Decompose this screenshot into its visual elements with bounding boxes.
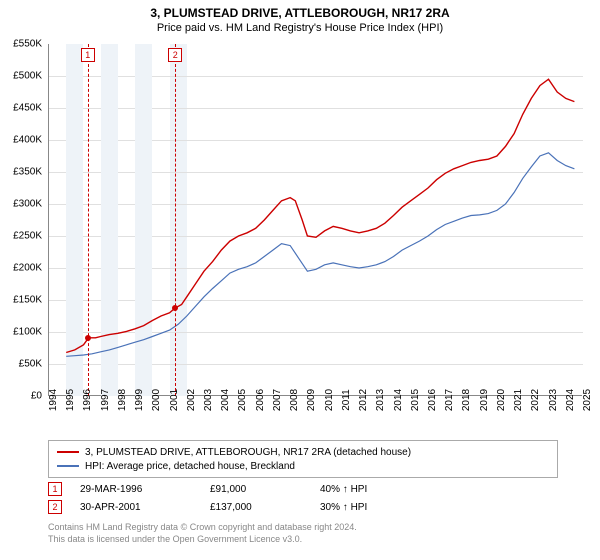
y-axis-label: £0 bbox=[31, 391, 42, 402]
sale-index-box: 2 bbox=[48, 500, 62, 514]
x-axis-label: 2009 bbox=[306, 389, 317, 411]
x-axis-label: 2021 bbox=[513, 389, 524, 411]
x-axis-label: 2001 bbox=[169, 389, 180, 411]
legend-swatch-price-paid bbox=[57, 451, 79, 453]
sale-row-2: 2 30-APR-2001 £137,000 30% ↑ HPI bbox=[48, 498, 420, 516]
y-axis-label: £300K bbox=[13, 199, 42, 210]
sale-marker-dot bbox=[85, 335, 91, 341]
x-axis-label: 1994 bbox=[48, 389, 59, 411]
figure-container: 3, PLUMSTEAD DRIVE, ATTLEBOROUGH, NR17 2… bbox=[0, 0, 600, 560]
sale-marker-box: 2 bbox=[168, 48, 182, 62]
legend-row-price-paid: 3, PLUMSTEAD DRIVE, ATTLEBOROUGH, NR17 2… bbox=[57, 445, 549, 459]
sale-price: £91,000 bbox=[210, 484, 320, 495]
x-axis-label: 1999 bbox=[134, 389, 145, 411]
x-axis-label: 2006 bbox=[255, 389, 266, 411]
legend-label-hpi: HPI: Average price, detached house, Brec… bbox=[85, 461, 295, 472]
chart-area: 12 £0£50K£100K£150K£200K£250K£300K£350K£… bbox=[48, 44, 582, 416]
y-axis-label: £400K bbox=[13, 135, 42, 146]
sale-date: 30-APR-2001 bbox=[80, 502, 210, 513]
sale-index-box: 1 bbox=[48, 482, 62, 496]
sale-date: 29-MAR-1996 bbox=[80, 484, 210, 495]
x-axis-label: 2024 bbox=[565, 389, 576, 411]
line-series-svg bbox=[49, 44, 583, 396]
footer-line-1: Contains HM Land Registry data © Crown c… bbox=[48, 522, 357, 534]
x-axis-label: 2012 bbox=[358, 389, 369, 411]
y-axis-label: £50K bbox=[19, 359, 42, 370]
x-axis-label: 2020 bbox=[496, 389, 507, 411]
x-axis-label: 2022 bbox=[530, 389, 541, 411]
y-axis-label: £100K bbox=[13, 327, 42, 338]
x-axis-label: 1998 bbox=[117, 389, 128, 411]
x-axis-label: 2017 bbox=[444, 389, 455, 411]
x-axis-label: 2023 bbox=[548, 389, 559, 411]
y-axis-label: £450K bbox=[13, 103, 42, 114]
x-axis-label: 2018 bbox=[461, 389, 472, 411]
x-axis-label: 2016 bbox=[427, 389, 438, 411]
x-axis-label: 2013 bbox=[375, 389, 386, 411]
sale-delta: 30% ↑ HPI bbox=[320, 502, 420, 513]
y-axis-label: £200K bbox=[13, 263, 42, 274]
chart-subtitle: Price paid vs. HM Land Registry's House … bbox=[0, 20, 600, 38]
legend-row-hpi: HPI: Average price, detached house, Brec… bbox=[57, 459, 549, 473]
chart-title: 3, PLUMSTEAD DRIVE, ATTLEBOROUGH, NR17 2… bbox=[0, 0, 600, 20]
sale-marker-box: 1 bbox=[81, 48, 95, 62]
legend-label-price-paid: 3, PLUMSTEAD DRIVE, ATTLEBOROUGH, NR17 2… bbox=[85, 447, 411, 458]
footer-line-2: This data is licensed under the Open Gov… bbox=[48, 534, 357, 546]
x-axis-label: 2008 bbox=[289, 389, 300, 411]
x-axis-label: 2004 bbox=[220, 389, 231, 411]
x-axis-label: 2002 bbox=[186, 389, 197, 411]
sale-price: £137,000 bbox=[210, 502, 320, 513]
sale-row-1: 1 29-MAR-1996 £91,000 40% ↑ HPI bbox=[48, 480, 420, 498]
x-axis-label: 2000 bbox=[151, 389, 162, 411]
sales-table: 1 29-MAR-1996 £91,000 40% ↑ HPI 2 30-APR… bbox=[48, 480, 420, 516]
x-axis-label: 2019 bbox=[479, 389, 490, 411]
x-axis-label: 2014 bbox=[393, 389, 404, 411]
x-axis-label: 2010 bbox=[324, 389, 335, 411]
y-axis-label: £500K bbox=[13, 71, 42, 82]
x-axis-label: 2007 bbox=[272, 389, 283, 411]
x-axis-label: 2003 bbox=[203, 389, 214, 411]
sale-delta: 40% ↑ HPI bbox=[320, 484, 420, 495]
plot-region: 12 bbox=[48, 44, 582, 396]
x-axis-label: 2025 bbox=[582, 389, 593, 411]
legend-box: 3, PLUMSTEAD DRIVE, ATTLEBOROUGH, NR17 2… bbox=[48, 440, 558, 478]
x-axis-label: 2005 bbox=[237, 389, 248, 411]
y-axis-label: £350K bbox=[13, 167, 42, 178]
x-axis-label: 2015 bbox=[410, 389, 421, 411]
y-axis-label: £550K bbox=[13, 39, 42, 50]
y-axis-label: £150K bbox=[13, 295, 42, 306]
x-axis-label: 2011 bbox=[341, 389, 352, 411]
x-axis-label: 1996 bbox=[82, 389, 93, 411]
footer-attribution: Contains HM Land Registry data © Crown c… bbox=[48, 522, 357, 545]
legend-swatch-hpi bbox=[57, 465, 79, 467]
y-axis-label: £250K bbox=[13, 231, 42, 242]
x-axis-label: 1995 bbox=[65, 389, 76, 411]
x-axis-label: 1997 bbox=[100, 389, 111, 411]
sale-marker-dot bbox=[172, 305, 178, 311]
